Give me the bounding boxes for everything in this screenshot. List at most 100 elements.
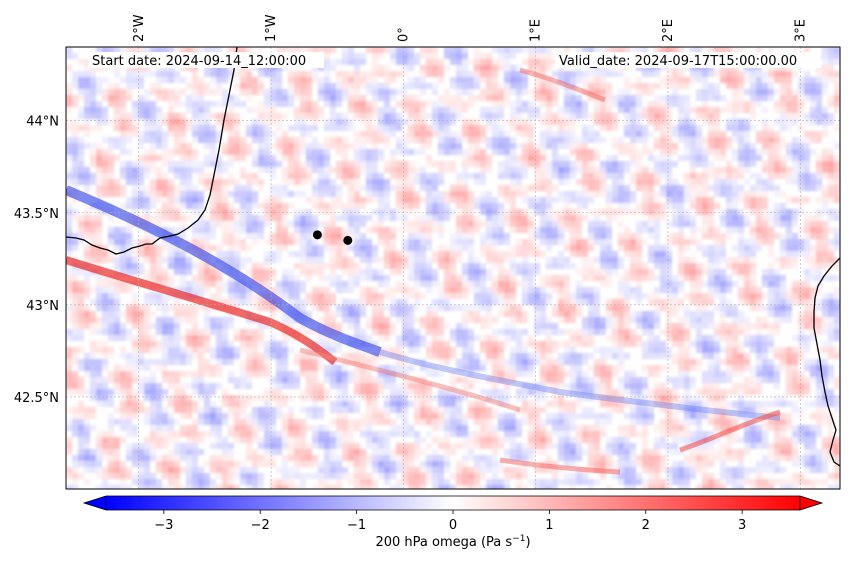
field-cell [648,299,654,305]
field-cell [300,149,306,155]
field-cell [612,269,618,275]
field-cell [384,131,390,137]
field-cell [120,191,126,197]
field-cell [528,239,534,245]
field-cell [528,53,534,59]
field-cell [774,317,780,323]
field-cell [444,251,450,257]
field-cell [834,59,840,65]
field-cell [564,95,570,101]
field-cell [390,77,396,83]
field-cell [300,305,306,311]
field-cell [534,161,540,167]
field-cell [834,173,840,179]
field-cell [510,263,516,269]
field-cell [450,83,456,89]
field-cell [192,83,198,89]
field-cell [336,323,342,329]
field-cell [456,131,462,137]
field-cell [408,329,414,335]
field-cell [432,59,438,65]
field-cell [174,251,180,257]
field-cell [816,197,822,203]
field-cell [228,143,234,149]
field-cell [828,305,834,311]
field-cell [768,161,774,167]
field-cell [486,245,492,251]
field-cell [834,323,840,329]
field-cell [132,209,138,215]
field-cell [84,275,90,281]
field-cell [672,203,678,209]
field-cell [456,257,462,263]
field-cell [276,245,282,251]
field-cell [726,215,732,221]
field-cell [198,107,204,113]
field-cell [588,323,594,329]
field-cell [576,155,582,161]
field-cell [492,233,498,239]
field-cell [288,95,294,101]
field-cell [522,269,528,275]
field-cell [768,77,774,83]
field-cell [828,191,834,197]
field-cell [702,227,708,233]
field-cell [546,341,552,347]
field-cell [90,257,96,263]
field-cell [204,47,210,53]
field-cell [216,287,222,293]
field-cell [240,263,246,269]
field-cell [660,113,666,119]
field-cell [642,149,648,155]
field-cell [162,197,168,203]
field-cell [624,209,630,215]
field-cell [420,281,426,287]
field-cell [108,329,114,335]
field-cell [132,245,138,251]
field-cell [654,203,660,209]
field-cell [144,251,150,257]
field-cell [684,221,690,227]
field-cell [606,221,612,227]
field-cell [660,185,666,191]
field-cell [78,215,84,221]
field-cell [444,257,450,263]
field-cell [552,305,558,311]
field-cell [360,107,366,113]
field-cell [162,293,168,299]
field-cell [300,83,306,89]
field-cell [150,263,156,269]
field-cell [282,281,288,287]
field-cell [474,155,480,161]
field-cell [192,305,198,311]
field-cell [834,209,840,215]
field-cell [204,347,210,353]
field-cell [558,293,564,299]
field-cell [798,173,804,179]
field-cell [372,251,378,257]
field-cell [744,263,750,269]
field-cell [324,173,330,179]
field-cell [648,227,654,233]
field-cell [588,125,594,131]
field-cell [336,347,342,353]
field-cell [702,161,708,167]
field-cell [660,341,666,347]
field-cell [252,233,258,239]
field-cell [432,119,438,125]
field-cell [552,329,558,335]
field-cell [324,275,330,281]
field-cell [192,89,198,95]
field-cell [462,203,468,209]
field-cell [396,341,402,347]
field-cell [750,197,756,203]
field-cell [108,275,114,281]
field-cell [294,251,300,257]
field-cell [66,95,72,101]
field-cell [636,335,642,341]
field-cell [210,101,216,107]
field-cell [570,119,576,125]
field-cell [258,263,264,269]
field-cell [84,143,90,149]
field-cell [414,53,420,59]
